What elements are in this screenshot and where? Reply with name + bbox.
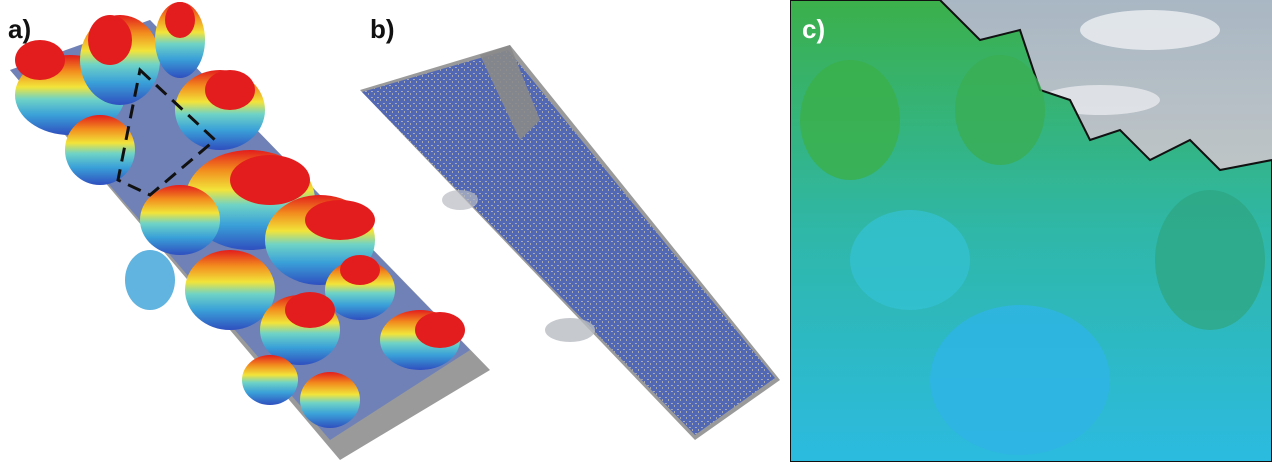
panel-b: b) bbox=[340, 0, 800, 462]
panel-a: a) bbox=[0, 0, 520, 462]
canopy-clusters bbox=[15, 2, 465, 428]
ground-points-overlay bbox=[362, 50, 775, 435]
panel-a-label: a) bbox=[8, 14, 32, 44]
ground-clearing bbox=[930, 305, 1110, 455]
canopy-mesh-render bbox=[790, 0, 1272, 462]
ground-points-image bbox=[360, 45, 780, 440]
panel-b-label: b) bbox=[370, 14, 395, 44]
panel-c: c) bbox=[790, 0, 1272, 462]
canopy-surface bbox=[790, 0, 1272, 462]
dashed-region-outline bbox=[116, 67, 218, 197]
point-cloud-height-image bbox=[10, 2, 490, 460]
panel-c-label: c) bbox=[802, 14, 826, 44]
ridge bbox=[480, 45, 540, 140]
